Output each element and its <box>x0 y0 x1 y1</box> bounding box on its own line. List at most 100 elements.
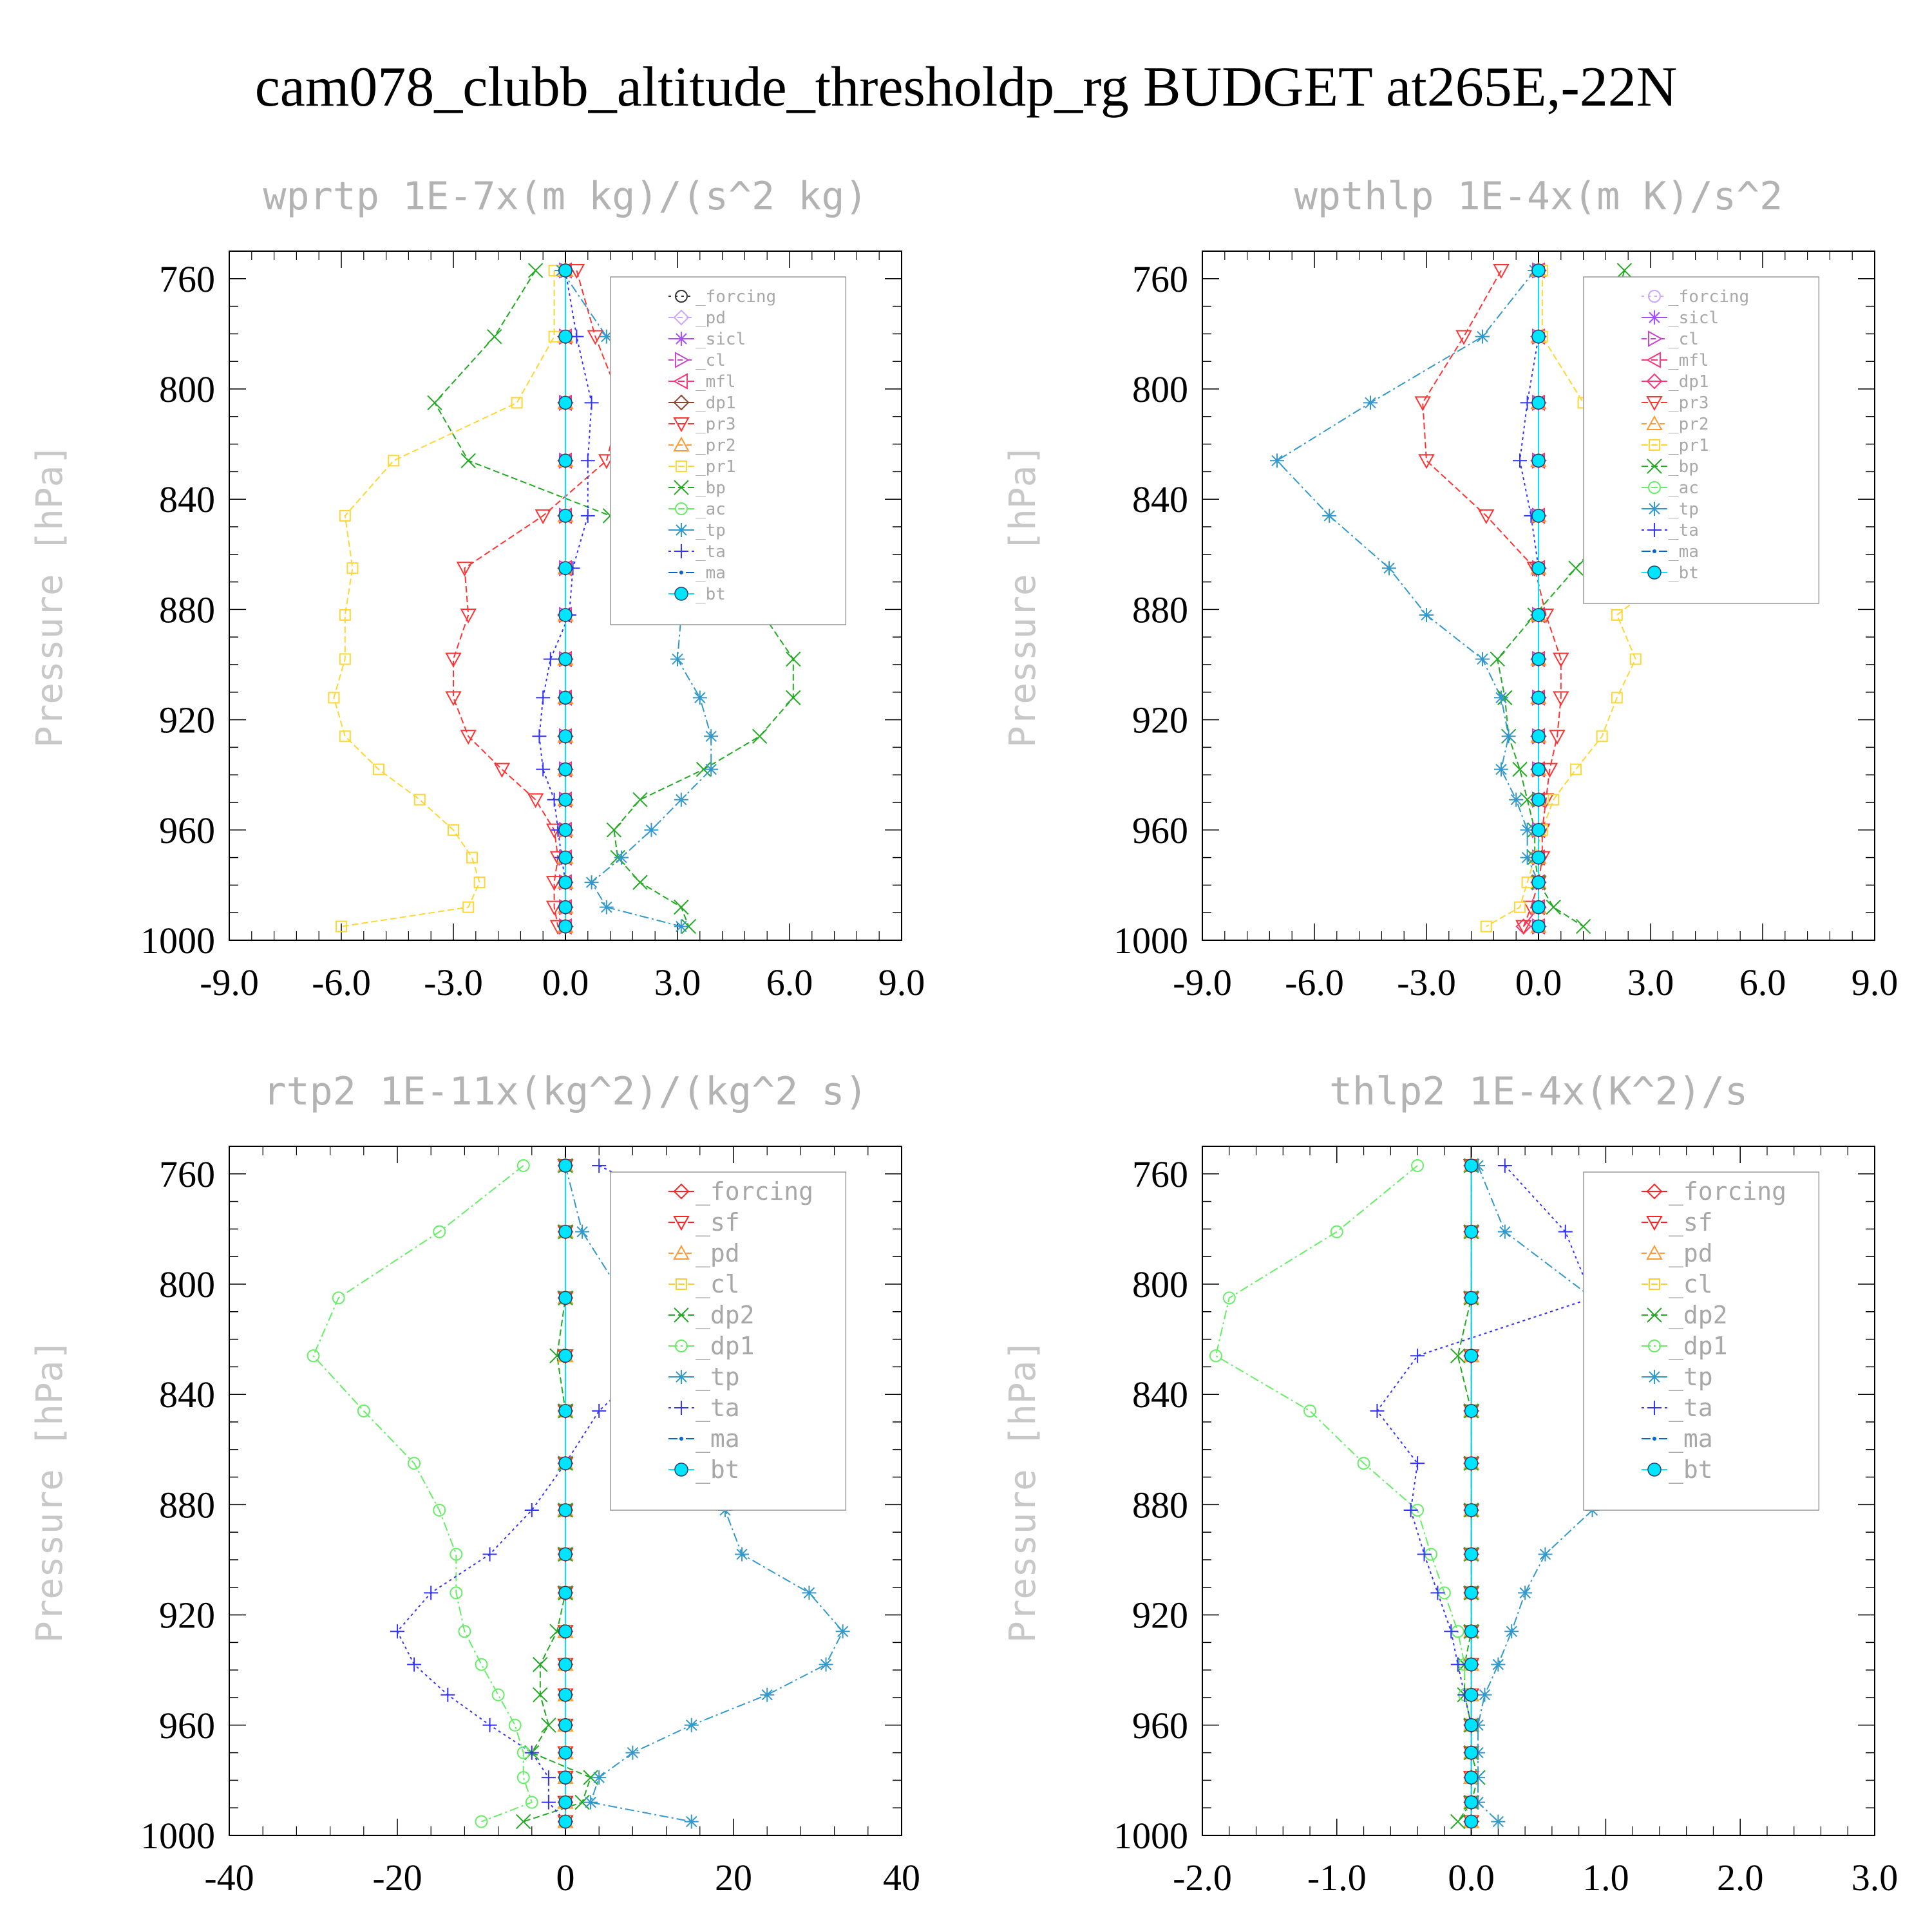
chart-panel-3: rtp2 1E-11x(kg^2)/(kg^2 s) Pressure [hPa]… <box>29 1069 920 1899</box>
data-point-bt <box>558 1404 573 1418</box>
data-point-bt <box>1531 561 1546 575</box>
legend-marker-pd <box>673 1244 690 1260</box>
data-point-bt <box>1531 729 1546 744</box>
data-point-pr3 <box>1418 454 1435 469</box>
data-point-tp <box>599 329 614 344</box>
series-line-ta <box>1376 1165 1593 1822</box>
data-point-pr1 <box>1611 692 1623 704</box>
data-point-bt <box>558 329 573 344</box>
legend-marker-tp <box>674 523 688 537</box>
data-point-ta <box>1497 1158 1512 1173</box>
data-point-pr1 <box>328 692 340 704</box>
legend-marker-ma <box>679 1437 683 1441</box>
data-point-dp1 <box>491 1688 505 1701</box>
legend-label: _dp2 <box>696 1301 755 1330</box>
data-point-bt <box>1464 1795 1479 1810</box>
x-tick-label: 1.0 <box>1582 1857 1629 1899</box>
data-point-pr1 <box>388 455 400 467</box>
data-point-tp <box>670 652 685 667</box>
y-tick-label: 840 <box>1132 478 1188 520</box>
data-point-bp <box>1546 899 1561 915</box>
legend-label: _bt <box>696 585 726 604</box>
series-line-dp1 <box>312 1165 533 1823</box>
y-tick-label: 1000 <box>1113 1815 1188 1857</box>
data-point-ta <box>407 1657 422 1672</box>
data-point-bt <box>1531 850 1546 865</box>
y-tick-label: 760 <box>159 258 215 300</box>
data-point-dp1 <box>516 1159 530 1172</box>
legend-label: _dp1 <box>1669 372 1709 392</box>
y-tick-label: 920 <box>1132 699 1188 741</box>
data-point-bp <box>632 875 648 890</box>
data-point-pr3 <box>1493 263 1510 279</box>
y-tick-label: 960 <box>1132 1705 1188 1747</box>
data-point-bt <box>558 900 573 914</box>
data-point-dp1 <box>475 1658 488 1671</box>
data-point-bt <box>1464 1503 1479 1517</box>
legend-marker-forcing <box>1647 290 1661 303</box>
legend-label: _forcing <box>1669 287 1749 307</box>
data-point-tp <box>1520 822 1535 837</box>
data-point-bt <box>1464 1456 1479 1470</box>
data-point-tp <box>1475 652 1490 667</box>
data-point-bt <box>558 875 573 889</box>
data-point-bt <box>1464 1624 1479 1639</box>
data-point-dp2 <box>533 1687 548 1703</box>
data-point-dp1 <box>307 1349 320 1363</box>
data-point-bt <box>1464 1745 1479 1760</box>
chart-panel-4: thlp2 1E-4x(K^2)/s Pressure [hPa] 760 800 84… <box>1002 1069 1898 1899</box>
y-tick-label: 760 <box>1132 1153 1188 1195</box>
legend-label: _ta <box>1669 521 1699 540</box>
legend-label: _tp <box>1669 500 1699 519</box>
data-point-pr1 <box>448 824 459 836</box>
data-point-pr3 <box>568 263 585 279</box>
data-point-bp <box>674 899 689 915</box>
legend-label: _mfl <box>696 372 736 392</box>
series-line-pr3 <box>453 270 623 927</box>
legend-marker-bp <box>1647 459 1662 474</box>
data-point-bt <box>558 1456 573 1470</box>
y-tick-label: 1000 <box>140 1815 215 1857</box>
data-point-pr1 <box>1570 763 1582 775</box>
panel-title: rtp2 1E-11x(kg^2)/(kg^2 s) <box>263 1069 867 1114</box>
legend-marker-mfl <box>672 373 688 390</box>
legend-label: _pr2 <box>696 436 736 455</box>
chart-panel-1: wprtp 1E-7x(m kg)/(s^2 kg) Pressure [hPa]… <box>29 174 925 1003</box>
data-point-bt <box>1531 690 1546 705</box>
data-point-dp1 <box>450 1548 463 1561</box>
y-tick-label: 800 <box>1132 1264 1188 1305</box>
data-point-ta <box>482 1547 497 1562</box>
series-line-dp1 <box>1215 1165 1472 1822</box>
data-point-tp <box>592 1770 607 1785</box>
x-tick-label: 9.0 <box>1852 961 1899 1003</box>
data-point-dp2 <box>533 1656 548 1672</box>
legend-marker-bt <box>1647 1463 1662 1477</box>
legend-marker-sicl <box>1647 310 1662 325</box>
y-axis-label: Pressure [hPa] <box>1002 1339 1044 1643</box>
legend-label: _ma <box>696 564 726 583</box>
data-point-pr3 <box>527 793 544 808</box>
x-tick-label: -20 <box>372 1857 422 1899</box>
legend-marker-ta <box>1647 1401 1662 1415</box>
data-point-bp <box>696 761 712 777</box>
data-point-pr3 <box>1553 691 1569 706</box>
legend-label: _dp1 <box>696 393 736 413</box>
legend-marker-mfl <box>1645 352 1661 368</box>
data-point-bt <box>1531 263 1546 278</box>
data-point-tp <box>674 919 688 934</box>
legend-marker-sicl <box>674 332 688 346</box>
data-point-ta <box>532 729 547 744</box>
legend-marker-cl <box>674 352 690 368</box>
data-point-tp <box>819 1657 833 1672</box>
data-point-ta <box>536 690 551 705</box>
legend-label: _forcing <box>696 1177 813 1206</box>
legend-marker-dp1 <box>673 394 690 411</box>
y-tick-label: 920 <box>159 1595 215 1636</box>
data-point-bt <box>1531 652 1546 667</box>
data-point-pr3 <box>587 330 604 345</box>
data-point-bt <box>1531 395 1546 410</box>
data-point-bt <box>1464 1224 1479 1239</box>
data-point-pr3 <box>456 562 473 577</box>
data-point-bt <box>558 1624 573 1639</box>
data-point-tp <box>684 1814 699 1829</box>
